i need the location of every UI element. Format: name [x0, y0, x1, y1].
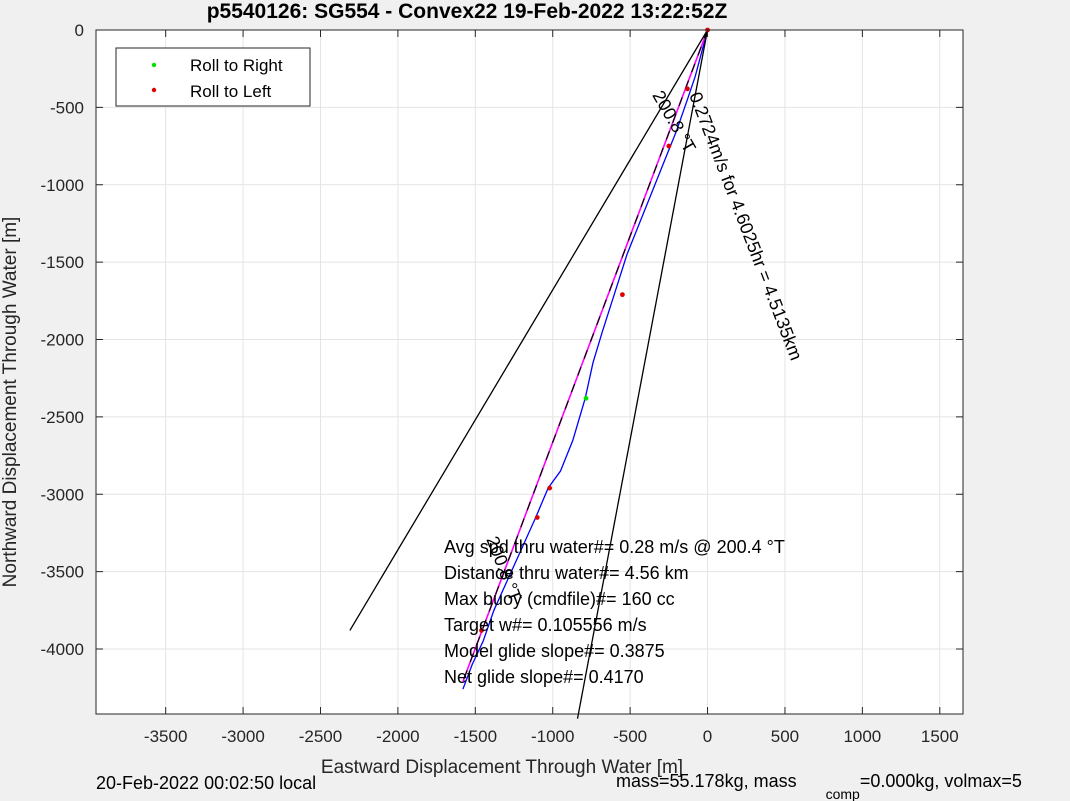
- summary-net-glide: Net glide slope#= 0.4170: [444, 667, 644, 687]
- summary-text: Avg spd thru water#= 0.28 m/s @ 200.4 °T…: [444, 537, 785, 687]
- x-tick-label: 1000: [843, 727, 881, 746]
- x-tick-label: 1500: [921, 727, 959, 746]
- ticks-group: -3500 -3000 -2500 -2000 -1500 -1000 -500 0 500 10…: [41, 21, 963, 746]
- y-tick-label: -3500: [41, 563, 84, 582]
- summary-distance: Distance thru water#= 4.56 km: [444, 563, 689, 583]
- point-roll-left: [547, 485, 553, 491]
- x-tick-label: -2000: [376, 727, 419, 746]
- footer-mass-subscript: comp: [826, 786, 860, 801]
- legend-marker-roll-left: [151, 87, 157, 93]
- series-group: [349, 29, 709, 719]
- footer-mass-text: mass=55.178kg, mass: [616, 771, 797, 791]
- y-tick-label: -1500: [41, 253, 84, 272]
- series-track: [462, 29, 709, 690]
- y-tick-label: -1000: [41, 176, 84, 195]
- summary-model-glide: Model glide slope#= 0.3875: [444, 641, 665, 661]
- summary-avg-speed: Avg spd thru water#= 0.28 m/s @ 200.4 °T: [444, 537, 785, 557]
- x-tick-label: -1500: [454, 727, 497, 746]
- y-tick-label: -3000: [41, 485, 84, 504]
- series-dashed-course: [462, 29, 709, 682]
- summary-target-w: Target w#= 0.105556 m/s: [444, 615, 647, 635]
- axes-box: [95, 29, 964, 715]
- point-roll-right: [583, 395, 589, 401]
- y-tick-label: -500: [50, 98, 84, 117]
- x-tick-label: -1000: [531, 727, 574, 746]
- point-roll-left: [534, 515, 540, 520]
- legend-marker-roll-right: [151, 62, 157, 68]
- y-axis-label: Northward Displacement Through Water [m]: [0, 217, 21, 588]
- footer-mass-rest: =0.000kg, volmax=5: [860, 771, 1022, 791]
- x-tick-label: -3000: [221, 727, 264, 746]
- x-tick-label: -2500: [299, 727, 342, 746]
- legend: Roll to Right Roll to Left: [115, 47, 311, 107]
- y-tick-label: -2000: [41, 331, 84, 350]
- point-roll-left: [619, 292, 625, 298]
- chart-title: p5540126: SG554 - Convex22 19-Feb-2022 1…: [207, 0, 728, 23]
- legend-box: [115, 47, 311, 107]
- point-roll-left: [479, 628, 484, 633]
- plot-area: [96, 30, 963, 714]
- point-roll-left: [685, 86, 690, 92]
- point-roll-left: [666, 143, 672, 149]
- grid: [96, 29, 963, 714]
- footer-local-time: 20-Feb-2022 00:02:50 local: [96, 773, 316, 793]
- y-tick-label: -4000: [41, 640, 84, 659]
- x-tick-label: -3500: [144, 727, 187, 746]
- x-tick-label: -500: [613, 727, 647, 746]
- points-group: [479, 27, 710, 633]
- x-tick-label: 0: [703, 727, 712, 746]
- footer-mass: mass=55.178kg, mass comp=0.000kg, volmax=…: [616, 771, 1022, 801]
- legend-label-roll-left: Roll to Left: [190, 82, 272, 101]
- series-cone-left: [349, 29, 709, 631]
- legend-label-roll-right: Roll to Right: [190, 56, 283, 75]
- summary-max-buoy: Max buoy (cmdfile)#= 160 cc: [444, 589, 675, 609]
- series-cone-right: [576, 29, 709, 719]
- x-tick-label: 500: [771, 727, 799, 746]
- x-axis-label: Eastward Displacement Through Water [m]: [321, 757, 683, 778]
- y-tick-label: -2500: [41, 408, 84, 427]
- y-tick-label: 0: [75, 21, 84, 40]
